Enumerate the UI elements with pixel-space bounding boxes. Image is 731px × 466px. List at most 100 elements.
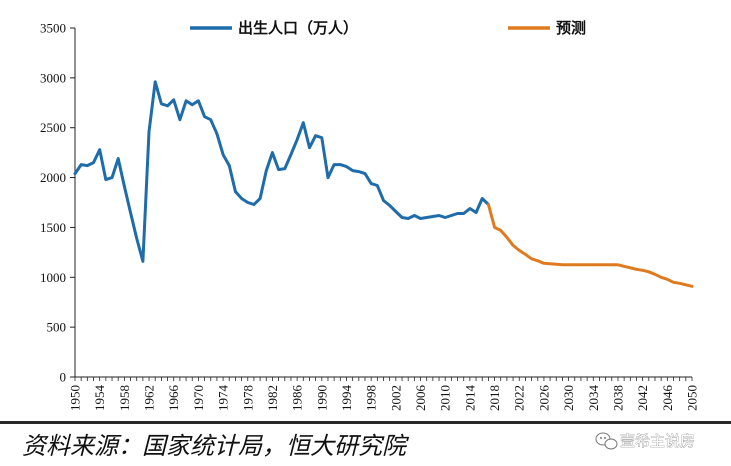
data-point-births xyxy=(197,100,199,102)
data-point-births xyxy=(302,122,304,124)
data-point-births xyxy=(154,81,156,83)
data-point-births xyxy=(290,153,292,155)
data-point-forecast xyxy=(500,229,502,231)
x-tick-label: 1950 xyxy=(68,385,83,411)
data-point-forecast xyxy=(691,285,693,287)
x-tick-label: 2030 xyxy=(561,385,576,411)
x-tick-label: 2014 xyxy=(462,385,477,412)
data-point-forecast xyxy=(561,264,563,266)
data-point-births xyxy=(469,207,471,209)
data-point-births xyxy=(210,119,212,121)
data-point-births xyxy=(166,105,168,107)
x-ticks: 1950 1954 1958 1962 1966 1970 1974 1978 1982 1986… xyxy=(68,377,700,411)
series-line-forecast xyxy=(486,203,694,288)
data-point-forecast xyxy=(648,271,650,273)
series-layer xyxy=(73,80,694,288)
x-tick-label: 2046 xyxy=(660,385,675,412)
data-point-births xyxy=(352,169,354,171)
data-point-forecast xyxy=(543,262,545,264)
data-point-births xyxy=(234,190,236,192)
data-point-births xyxy=(432,215,434,217)
data-point-births xyxy=(358,170,360,172)
x-tick-label: 2038 xyxy=(610,385,625,411)
data-point-births xyxy=(111,176,113,178)
y-tick-label: 1000 xyxy=(40,270,66,285)
data-point-births xyxy=(401,216,403,218)
data-point-forecast xyxy=(493,226,495,228)
data-point-forecast xyxy=(512,244,514,246)
data-point-births xyxy=(142,260,144,262)
data-point-forecast xyxy=(635,268,637,270)
data-point-births xyxy=(259,197,261,199)
data-point-births xyxy=(407,217,409,219)
x-tick-label: 2034 xyxy=(586,385,601,412)
data-point-births xyxy=(389,204,391,206)
y-tick-label: 1500 xyxy=(40,220,66,235)
data-point-births xyxy=(216,133,218,135)
x-tick-label: 1978 xyxy=(240,385,255,411)
data-point-forecast xyxy=(641,269,643,271)
data-point-forecast xyxy=(555,263,557,265)
data-point-forecast xyxy=(574,264,576,266)
data-point-births xyxy=(450,214,452,216)
data-point-births xyxy=(74,172,76,174)
data-point-births xyxy=(228,164,230,166)
data-point-births xyxy=(160,103,162,105)
data-point-births xyxy=(296,139,298,141)
y-tick-label: 3500 xyxy=(40,21,66,36)
data-point-forecast xyxy=(530,258,532,260)
data-point-forecast xyxy=(518,249,520,251)
data-point-forecast xyxy=(549,263,551,265)
x-tick-label: 2026 xyxy=(536,385,551,412)
legend: 出生人口（万人） 预测 xyxy=(190,19,586,37)
x-tick-label: 1982 xyxy=(265,385,280,411)
x-tick-label: 1986 xyxy=(290,385,305,412)
data-point-forecast xyxy=(524,253,526,255)
data-point-births xyxy=(99,149,101,151)
data-point-births xyxy=(426,216,428,218)
series-line-births xyxy=(73,80,490,263)
data-point-births xyxy=(240,197,242,199)
x-tick-label: 1954 xyxy=(92,385,107,412)
data-point-births xyxy=(253,203,255,205)
x-tick-label: 1994 xyxy=(339,385,354,412)
data-point-births xyxy=(92,161,94,163)
data-point-forecast xyxy=(629,267,631,269)
x-tick-label: 1962 xyxy=(142,385,157,411)
y-ticks: 0 500 1000 1500 2000 2500 3000 3500 xyxy=(40,21,75,385)
data-point-forecast xyxy=(580,264,582,266)
x-tick-label: 2022 xyxy=(512,385,527,411)
x-tick-label: 2042 xyxy=(635,385,650,411)
data-point-births xyxy=(222,153,224,155)
y-tick-label: 2000 xyxy=(40,170,66,185)
data-point-forecast xyxy=(666,278,668,280)
data-point-forecast xyxy=(592,264,594,266)
data-point-births xyxy=(364,172,366,174)
data-point-forecast xyxy=(679,282,681,284)
data-point-births xyxy=(475,211,477,213)
data-point-births xyxy=(438,214,440,216)
data-point-forecast xyxy=(598,264,600,266)
data-point-forecast xyxy=(685,284,687,286)
data-point-forecast xyxy=(537,260,539,262)
data-point-births xyxy=(382,199,384,201)
x-tick-label: 2050 xyxy=(685,385,700,411)
data-point-births xyxy=(277,168,279,170)
data-point-births xyxy=(271,151,273,153)
x-tick-label: 2018 xyxy=(487,385,502,411)
data-point-births xyxy=(333,163,335,165)
x-tick-label: 1974 xyxy=(216,385,231,412)
legend-label-births: 出生人口（万人） xyxy=(238,19,358,37)
data-point-forecast xyxy=(654,273,656,275)
data-point-births xyxy=(481,197,483,199)
source-divider xyxy=(0,421,731,424)
data-point-births xyxy=(463,212,465,214)
x-tick-label: 1958 xyxy=(117,385,132,411)
data-point-births xyxy=(247,201,249,203)
data-point-births xyxy=(173,99,175,101)
data-point-births xyxy=(339,163,341,165)
x-tick-label: 2006 xyxy=(413,385,428,412)
